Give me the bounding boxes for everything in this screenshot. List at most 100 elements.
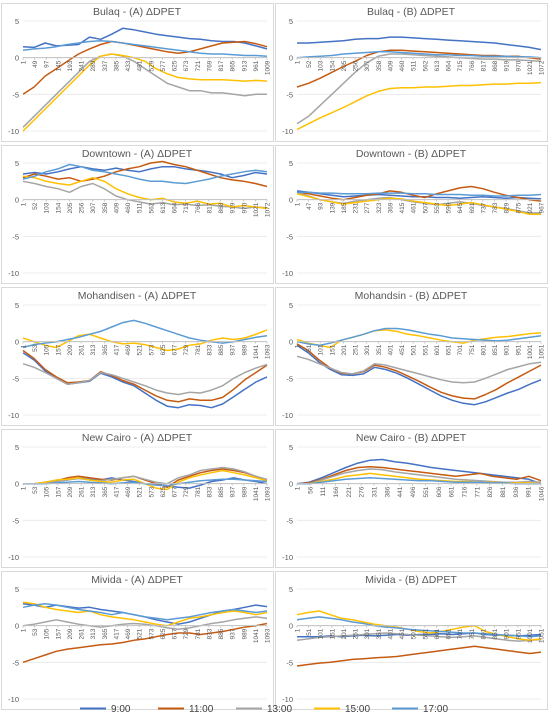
y-tick-label: 0 <box>15 622 19 631</box>
x-tick-label: 729 <box>183 486 190 497</box>
x-tick-label: 289 <box>90 60 97 71</box>
x-tick-label: 551 <box>422 628 429 639</box>
chart-title: Downtown - (B) ΔDPET <box>356 148 467 160</box>
x-tick-label: 1 <box>21 202 28 206</box>
chart-title: Downtown - (A) ΔDPET <box>82 148 193 160</box>
x-tick-label: 868 <box>492 60 499 71</box>
x-tick-label: 919 <box>230 202 237 213</box>
x-tick-label: 52 <box>32 202 39 210</box>
x-tick-label: 365 <box>102 486 109 497</box>
x-tick-label: 231 <box>353 202 360 213</box>
legend: 9:00 11:00 13:00 15:00 17:00 <box>80 704 448 715</box>
series-line <box>296 81 542 131</box>
x-tick-label: 826 <box>487 486 494 497</box>
series-line <box>296 51 542 59</box>
x-tick-label: 1051 <box>539 344 546 359</box>
x-tick-label: 261 <box>79 628 86 639</box>
series-line <box>296 645 542 667</box>
x-tick-label: 691 <box>469 202 476 213</box>
x-tick-label: 651 <box>446 344 453 355</box>
y-tick-label: -5 <box>286 516 293 525</box>
x-tick-label: 401 <box>387 628 394 639</box>
series-line <box>296 355 542 384</box>
series-line <box>296 327 542 347</box>
x-tick-label: 1 <box>21 60 28 64</box>
y-tick-label: -10 <box>282 127 293 136</box>
x-tick-label: 951 <box>515 628 522 639</box>
x-tick-label: 461 <box>411 202 418 213</box>
x-tick-label: 885 <box>218 486 225 497</box>
x-tick-label: 1093 <box>265 486 272 501</box>
chart-title: Bulaq - (B) ΔDPET <box>367 6 456 18</box>
chart-panel: Mivida - (A) ΔDPET -10 -5 0 5 1 53 105 157 209 261… <box>1 571 274 710</box>
x-tick-label: 729 <box>183 628 190 639</box>
x-tick-label: 105 <box>44 628 51 639</box>
x-tick-label: 151 <box>329 628 336 639</box>
x-tick-label: 901 <box>504 628 511 639</box>
y-tick-label: -5 <box>12 90 19 99</box>
x-tick-label: 313 <box>90 628 97 639</box>
x-tick-label: 185 <box>341 202 348 213</box>
series-line <box>296 344 542 406</box>
x-tick-label: 157 <box>55 486 62 497</box>
x-tick-label: 781 <box>195 344 202 355</box>
y-tick-label: -10 <box>8 127 19 136</box>
x-tick-label: 673 <box>183 60 190 71</box>
y-tick-label: -5 <box>12 374 19 383</box>
chart-panel: Downtown - (B) ΔDPET -10 -5 0 5 1 47 93 139 185 23… <box>275 145 548 284</box>
y-tick-label: 0 <box>15 196 19 205</box>
legend-label: 9:00 <box>111 704 131 715</box>
chart-panel: New Cairo - (B) ΔDPET -10 -5 0 5 1 56 111 166 221… <box>275 429 548 568</box>
x-tick-label: 1041 <box>253 628 260 643</box>
x-tick-label: 661 <box>449 486 456 497</box>
y-tick-label: 0 <box>289 622 293 631</box>
x-tick-label: 351 <box>376 628 383 639</box>
x-tick-label: 154 <box>55 202 62 213</box>
y-tick-label: -10 <box>282 269 293 278</box>
x-tick-label: 313 <box>90 344 97 355</box>
chart-title: Mohandisen - (A) ΔDPET <box>78 290 197 302</box>
x-tick-label: 365 <box>102 344 109 355</box>
y-tick-label: 5 <box>15 17 19 26</box>
x-tick-label: 781 <box>195 628 202 639</box>
series-line <box>296 632 542 642</box>
x-tick-label: 989 <box>241 486 248 497</box>
x-tick-label: 613 <box>434 60 441 71</box>
x-tick-label: 49 <box>32 60 39 68</box>
x-tick-label: 51 <box>306 344 313 352</box>
y-tick-label: 0 <box>289 480 293 489</box>
series-line <box>22 53 268 132</box>
series-line <box>22 362 268 396</box>
chart-title: Mivida - (B) ΔDPET <box>365 574 457 586</box>
series-line <box>22 53 267 128</box>
series-line <box>22 602 268 621</box>
x-tick-label: 56 <box>307 486 314 494</box>
x-tick-label: 601 <box>434 628 441 639</box>
chart-title: New Cairo - (B) ΔDPET <box>356 432 467 444</box>
x-tick-label: 936 <box>513 486 520 497</box>
series-line <box>296 458 542 485</box>
x-tick-label: 331 <box>372 486 379 497</box>
x-tick-label: 664 <box>446 60 453 71</box>
x-tick-label: 521 <box>137 628 144 639</box>
y-tick-label: -5 <box>286 658 293 667</box>
x-tick-label: 766 <box>469 60 476 71</box>
x-tick-label: 921 <box>527 202 534 213</box>
y-tick-label: 0 <box>289 54 293 63</box>
x-tick-label: 501 <box>411 344 418 355</box>
x-tick-label: 801 <box>480 628 487 639</box>
x-tick-label: 913 <box>241 60 248 71</box>
y-tick-label: -10 <box>8 411 19 420</box>
x-tick-label: 209 <box>67 628 74 639</box>
x-tick-label: 1021 <box>527 60 534 75</box>
x-tick-label: 1072 <box>265 202 272 217</box>
x-tick-label: 715 <box>183 202 190 213</box>
x-tick-label: 885 <box>218 344 225 355</box>
x-tick-label: 599 <box>446 202 453 213</box>
chart-border <box>275 429 548 568</box>
x-tick-label: 157 <box>55 344 62 355</box>
x-tick-label: 881 <box>500 486 507 497</box>
x-tick-label: 417 <box>113 486 120 497</box>
x-tick-label: 415 <box>399 202 406 213</box>
x-tick-label: 1 <box>295 486 302 490</box>
